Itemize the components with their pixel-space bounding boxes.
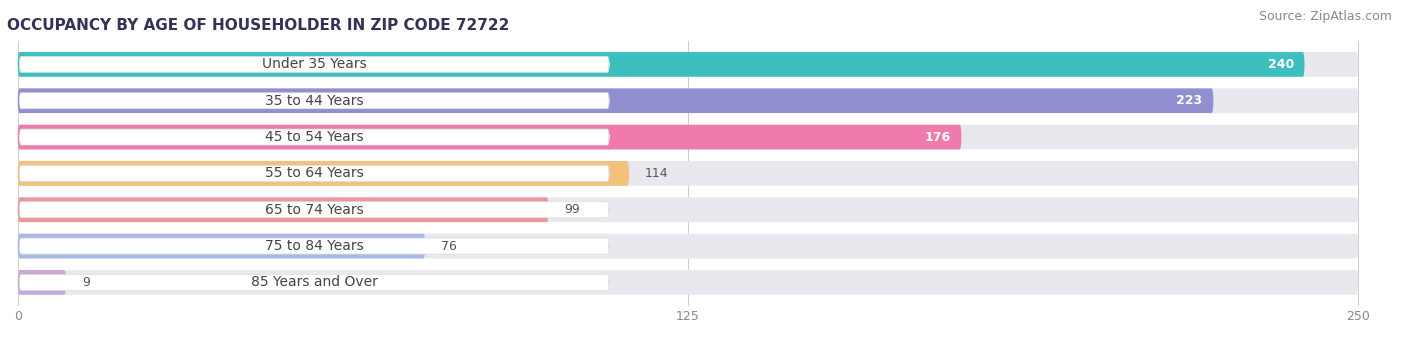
Text: Source: ZipAtlas.com: Source: ZipAtlas.com (1258, 10, 1392, 23)
FancyBboxPatch shape (18, 270, 66, 295)
Text: 65 to 74 Years: 65 to 74 Years (264, 203, 364, 217)
FancyBboxPatch shape (18, 234, 425, 258)
FancyBboxPatch shape (20, 129, 609, 145)
FancyBboxPatch shape (18, 52, 1358, 77)
FancyBboxPatch shape (18, 52, 1305, 77)
FancyBboxPatch shape (18, 125, 962, 149)
Text: 85 Years and Over: 85 Years and Over (250, 275, 378, 289)
FancyBboxPatch shape (20, 165, 609, 182)
Text: 99: 99 (565, 203, 581, 216)
FancyBboxPatch shape (20, 93, 609, 109)
Text: 240: 240 (1268, 58, 1294, 71)
FancyBboxPatch shape (18, 198, 1358, 222)
Text: 75 to 84 Years: 75 to 84 Years (264, 239, 364, 253)
FancyBboxPatch shape (18, 270, 1358, 295)
Text: 9: 9 (82, 276, 90, 289)
Text: 176: 176 (925, 131, 950, 143)
Text: OCCUPANCY BY AGE OF HOUSEHOLDER IN ZIP CODE 72722: OCCUPANCY BY AGE OF HOUSEHOLDER IN ZIP C… (7, 18, 509, 33)
Text: Under 35 Years: Under 35 Years (262, 57, 367, 71)
FancyBboxPatch shape (18, 161, 628, 186)
FancyBboxPatch shape (18, 88, 1213, 113)
FancyBboxPatch shape (20, 238, 609, 254)
Text: 223: 223 (1177, 94, 1202, 107)
Text: 45 to 54 Years: 45 to 54 Years (264, 130, 364, 144)
FancyBboxPatch shape (18, 198, 548, 222)
Text: 35 to 44 Years: 35 to 44 Years (264, 94, 364, 108)
FancyBboxPatch shape (20, 202, 609, 218)
Text: 55 to 64 Years: 55 to 64 Years (264, 166, 364, 181)
FancyBboxPatch shape (18, 125, 1358, 149)
FancyBboxPatch shape (20, 56, 609, 72)
FancyBboxPatch shape (18, 234, 1358, 258)
FancyBboxPatch shape (18, 88, 1358, 113)
Text: 114: 114 (645, 167, 669, 180)
FancyBboxPatch shape (20, 274, 609, 290)
FancyBboxPatch shape (18, 161, 1358, 186)
Text: 76: 76 (441, 240, 457, 253)
